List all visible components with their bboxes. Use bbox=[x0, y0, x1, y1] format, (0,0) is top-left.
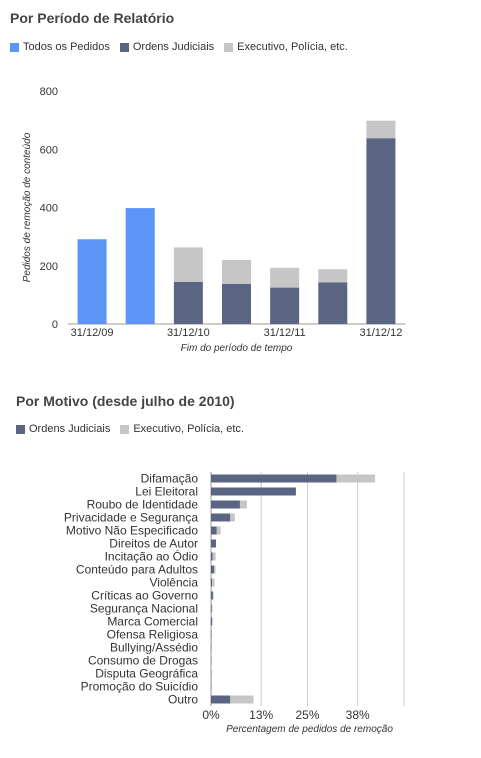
category-label-conteudo-para-adultos: Conteúdo para Adultos bbox=[76, 563, 198, 577]
chart1-legend: Todos os Pedidos Ordens Judiciais Execut… bbox=[10, 41, 358, 53]
category-label-disputa-geografica: Disputa Geográfica bbox=[95, 667, 198, 681]
category-label-seguranca-nacional: Segurança Nacional bbox=[90, 602, 198, 616]
bar-executivo-policia-etc bbox=[211, 630, 212, 639]
period-bar-chart: 0 200 400 600 800 31/12/09 31/12/10 31/12/11 31/… bbox=[22, 86, 405, 354]
x-tick-label: 38% bbox=[346, 708, 370, 722]
bar-ordens-judiciais bbox=[211, 669, 212, 678]
chart1-title: Por Período de Relatório bbox=[10, 10, 175, 26]
category-label-motivo-nao-especificado: Motivo Não Especificado bbox=[66, 524, 198, 538]
bar-executivo-policia-etc bbox=[230, 695, 254, 704]
bar-executivo-policia-etc bbox=[211, 604, 213, 613]
y-tick-label: 400 bbox=[40, 203, 58, 215]
bar-todos-os-pedidos bbox=[125, 208, 155, 324]
x-tick-label: 31/12/11 bbox=[264, 327, 306, 339]
legend-label-court-orders: Ordens Judiciais bbox=[132, 41, 215, 53]
bar-executivo-policia-etc bbox=[212, 617, 213, 626]
bar-ordens-judiciais bbox=[318, 282, 348, 324]
bar-ordens-judiciais bbox=[211, 604, 212, 613]
bar-ordens-judiciais bbox=[211, 591, 213, 600]
category-label-bullying-assedio: Bullying/Assédio bbox=[110, 641, 198, 655]
category-label-outro: Outro bbox=[168, 693, 198, 707]
bar-executivo-policia-etc bbox=[366, 120, 396, 139]
bar-executivo-policia-etc bbox=[230, 513, 235, 522]
bar-ordens-judiciais bbox=[211, 474, 337, 483]
y-tick-label: 600 bbox=[40, 144, 58, 156]
chart2-legend: Ordens Judiciais Executivo, Polícia, etc… bbox=[16, 423, 254, 435]
bar-ordens-judiciais bbox=[211, 695, 231, 704]
bar-executivo-policia-etc bbox=[214, 565, 216, 574]
bar-ordens-judiciais bbox=[211, 487, 296, 496]
legend2-label-court-orders: Ordens Judiciais bbox=[29, 423, 111, 435]
bar-ordens-judiciais bbox=[211, 539, 217, 548]
bar-ordens-judiciais bbox=[211, 630, 212, 639]
legend-label-executive: Executivo, Polícia, etc. bbox=[237, 41, 348, 53]
legend-swatch-court-orders bbox=[119, 42, 129, 52]
legend2-item-executive[interactable]: Executivo, Polícia, etc. bbox=[120, 423, 244, 435]
legend-item-executive[interactable]: Executivo, Polícia, etc. bbox=[224, 41, 348, 53]
x-tick-label: 31/12/09 bbox=[71, 327, 114, 339]
category-label-ofensa-religiosa: Ofensa Religiosa bbox=[107, 628, 199, 642]
bar-ordens-judiciais bbox=[211, 656, 212, 665]
legend-item-court-orders[interactable]: Ordens Judiciais bbox=[119, 41, 215, 53]
bar-executivo-policia-etc bbox=[318, 269, 348, 283]
bar-executivo-policia-etc bbox=[212, 591, 214, 600]
category-label-marca-comercial: Marca Comercial bbox=[107, 615, 198, 629]
bar-executivo-policia-etc bbox=[336, 474, 376, 483]
category-label-direitos-de-autor: Direitos de Autor bbox=[109, 537, 198, 551]
bar-todos-os-pedidos bbox=[77, 239, 107, 324]
x-tick-label: 13% bbox=[249, 708, 273, 722]
category-label-difamacao: Difamação bbox=[141, 472, 199, 486]
legend2-item-court-orders[interactable]: Ordens Judiciais bbox=[16, 423, 110, 435]
x-tick-label: 31/12/12 bbox=[360, 327, 403, 339]
x-tick-label: 31/12/10 bbox=[167, 327, 210, 339]
bar-ordens-judiciais bbox=[211, 526, 217, 535]
x-axis-title: Fim do período de tempo bbox=[181, 343, 293, 354]
legend-label-all-requests: Todos os Pedidos bbox=[23, 41, 110, 53]
bar-executivo-policia-etc bbox=[216, 526, 221, 535]
legend2-swatch-executive bbox=[120, 424, 130, 434]
bar-ordens-judiciais bbox=[211, 643, 212, 652]
y-axis-title: Pedidos de remoção de conteúdo bbox=[22, 132, 33, 282]
bar-executivo-policia-etc bbox=[173, 247, 203, 282]
bar-ordens-judiciais bbox=[211, 500, 240, 509]
x-axis-title: Percentagem de pedidos de remoção bbox=[226, 724, 393, 735]
bar-ordens-judiciais bbox=[270, 287, 300, 324]
y-tick-label: 800 bbox=[40, 86, 58, 98]
y-tick-label: 200 bbox=[40, 261, 58, 273]
legend2-swatch-court-orders bbox=[16, 424, 25, 434]
category-label-criticas-ao-governo: Críticas ao Governo bbox=[91, 589, 198, 603]
bar-ordens-judiciais bbox=[211, 682, 212, 691]
bar-ordens-judiciais bbox=[211, 513, 231, 522]
legend-swatch-all-requests bbox=[10, 42, 19, 52]
bar-ordens-judiciais bbox=[211, 578, 213, 587]
bar-ordens-judiciais bbox=[222, 283, 251, 324]
legend2-label-executive: Executivo, Polícia, etc. bbox=[133, 423, 244, 435]
bar-ordens-judiciais bbox=[211, 617, 213, 626]
legend-swatch-executive bbox=[224, 42, 234, 52]
legend-item-all-requests[interactable]: Todos os Pedidos bbox=[10, 41, 110, 53]
bar-executivo-policia-etc bbox=[212, 552, 216, 561]
category-label-privacidade-e-seguranca: Privacidade e Segurança bbox=[64, 511, 198, 525]
category-label-lei-eleitoral: Lei Eleitoral bbox=[135, 485, 198, 499]
bar-ordens-judiciais bbox=[211, 552, 213, 561]
bar-ordens-judiciais bbox=[366, 138, 396, 324]
bar-executivo-policia-etc bbox=[270, 267, 300, 288]
category-label-violencia: Violência bbox=[150, 576, 199, 590]
category-label-incitacao-ao-odio: Incitação ao Ódio bbox=[105, 549, 199, 564]
chart2-title: Por Motivo (desde julho de 2010) bbox=[16, 393, 235, 409]
x-tick-label: 25% bbox=[295, 708, 319, 722]
bar-executivo-policia-etc bbox=[239, 500, 247, 509]
x-tick-label: 0% bbox=[202, 708, 220, 722]
category-label-roubo-de-identidade: Roubo de Identidade bbox=[87, 498, 199, 512]
bar-ordens-judiciais bbox=[211, 565, 215, 574]
category-label-promocao-do-suicidio: Promoção do Suicídio bbox=[81, 680, 199, 694]
y-tick-label: 0 bbox=[52, 319, 58, 331]
bar-ordens-judiciais bbox=[173, 281, 203, 324]
bar-executivo-policia-etc bbox=[222, 259, 251, 284]
bar-executivo-policia-etc bbox=[212, 578, 215, 587]
category-label-consumo-de-drogas: Consumo de Drogas bbox=[88, 654, 198, 668]
